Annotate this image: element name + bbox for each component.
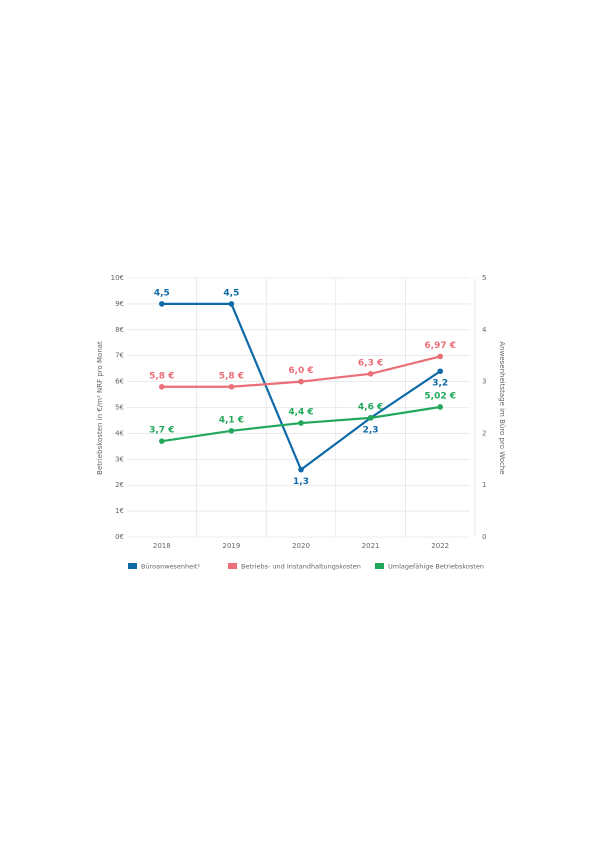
- y-tick-label: 4€: [115, 429, 124, 437]
- y-axis-label: Betriebskosten in €/m² NRF pro Monat: [96, 341, 104, 475]
- y-tick-label: 9€: [115, 300, 124, 308]
- data-point: [228, 383, 235, 390]
- y2-tick-label: 2: [482, 429, 486, 437]
- x-tick-label: 2019: [222, 542, 240, 550]
- y2-tick-label: 3: [482, 378, 486, 386]
- data-point: [159, 383, 165, 390]
- data-label: 6,0 €: [288, 366, 313, 376]
- data-point: [298, 378, 304, 385]
- legend-swatch: [128, 563, 137, 569]
- y-tick-label: 7€: [115, 352, 124, 360]
- legend-label: Umlagefähige Betriebskosten: [388, 563, 484, 571]
- data-label: 3,2: [432, 379, 448, 389]
- data-label: 4,6 €: [358, 402, 383, 412]
- y2-tick-label: 4: [482, 326, 487, 334]
- data-label: 3,7 €: [149, 426, 174, 436]
- data-point: [159, 438, 165, 444]
- y-tick-label: 8€: [115, 326, 124, 334]
- data-point: [298, 466, 304, 473]
- data-point: [437, 368, 444, 375]
- legend-label: Büroanwesenheit¹: [141, 563, 200, 571]
- y-tick-label: 0€: [115, 533, 124, 541]
- data-point: [298, 420, 304, 426]
- legend-swatch: [228, 563, 237, 569]
- data-label: 5,8 €: [149, 371, 174, 381]
- data-label: 1,3: [293, 477, 309, 487]
- y2-axis-label: Anwesenheitstage im Büro pro Woche: [498, 341, 506, 474]
- data-label: 2,3: [363, 425, 379, 435]
- y-tick-label: 5€: [115, 404, 124, 412]
- y2-tick-label: 1: [482, 481, 486, 489]
- data-point: [228, 301, 235, 307]
- y-tick-label: 1€: [115, 507, 124, 515]
- data-label: 4,5: [223, 288, 239, 298]
- x-tick-label: 2020: [292, 542, 310, 550]
- data-point: [437, 353, 444, 360]
- x-tick-label: 2022: [431, 542, 449, 550]
- data-point: [228, 428, 235, 434]
- y-tick-label: 6€: [115, 378, 124, 386]
- data-label: 4,5: [154, 288, 170, 298]
- data-label: 5,8 €: [219, 371, 244, 381]
- data-label: 5,02 €: [424, 391, 456, 401]
- data-label: 6,3 €: [358, 358, 383, 368]
- x-tick-label: 2018: [153, 542, 171, 550]
- y2-tick-label: 0: [482, 533, 486, 541]
- data-point: [159, 301, 165, 307]
- y-tick-label: 3€: [115, 455, 124, 463]
- legend-label: Betriebs- und Instandhaltungskosten: [241, 563, 361, 571]
- data-point: [367, 371, 374, 377]
- data-label: 4,1 €: [219, 415, 244, 425]
- data-point: [367, 415, 374, 421]
- data-label: 6,97 €: [424, 341, 456, 351]
- legend-swatch: [375, 563, 384, 569]
- y-tick-label: 10€: [111, 274, 124, 282]
- y-tick-label: 2€: [115, 481, 124, 489]
- data-label: 4,4 €: [288, 408, 313, 418]
- data-point: [437, 404, 444, 410]
- y2-tick-label: 5: [482, 274, 486, 282]
- x-tick-label: 2021: [362, 542, 380, 550]
